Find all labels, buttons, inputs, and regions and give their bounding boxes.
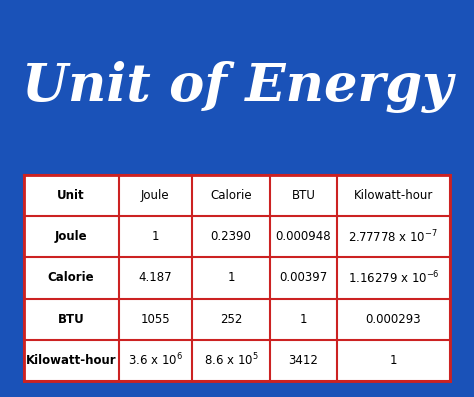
Text: 0.00397: 0.00397 xyxy=(279,272,328,284)
Text: Joule: Joule xyxy=(141,189,170,202)
Text: 0.2390: 0.2390 xyxy=(210,230,252,243)
Text: 0.000293: 0.000293 xyxy=(365,313,421,326)
Text: Calorie: Calorie xyxy=(210,189,252,202)
Text: 252: 252 xyxy=(220,313,242,326)
Text: 1: 1 xyxy=(228,272,235,284)
Text: Kilowatt-hour: Kilowatt-hour xyxy=(26,354,117,367)
Bar xyxy=(24,175,450,381)
Text: Calorie: Calorie xyxy=(48,272,94,284)
Text: 8.6 x 10$^{5}$: 8.6 x 10$^{5}$ xyxy=(204,352,258,369)
Text: BTU: BTU xyxy=(292,189,315,202)
Text: 2.77778 x 10$^{-7}$: 2.77778 x 10$^{-7}$ xyxy=(348,228,438,245)
Text: BTU: BTU xyxy=(58,313,84,326)
Text: 1.16279 x 10$^{-6}$: 1.16279 x 10$^{-6}$ xyxy=(347,270,439,286)
Text: 1: 1 xyxy=(152,230,159,243)
Text: Unit: Unit xyxy=(57,189,85,202)
Text: 0.000948: 0.000948 xyxy=(275,230,331,243)
Text: Kilowatt-hour: Kilowatt-hour xyxy=(354,189,433,202)
Text: 4.187: 4.187 xyxy=(138,272,172,284)
Text: 3.6 x 10$^{6}$: 3.6 x 10$^{6}$ xyxy=(128,352,182,369)
Text: Joule: Joule xyxy=(55,230,87,243)
Text: 1055: 1055 xyxy=(140,313,170,326)
Text: 3412: 3412 xyxy=(288,354,319,367)
Text: 1: 1 xyxy=(390,354,397,367)
Text: 1: 1 xyxy=(300,313,307,326)
Text: Unit of Energy: Unit of Energy xyxy=(22,62,452,113)
